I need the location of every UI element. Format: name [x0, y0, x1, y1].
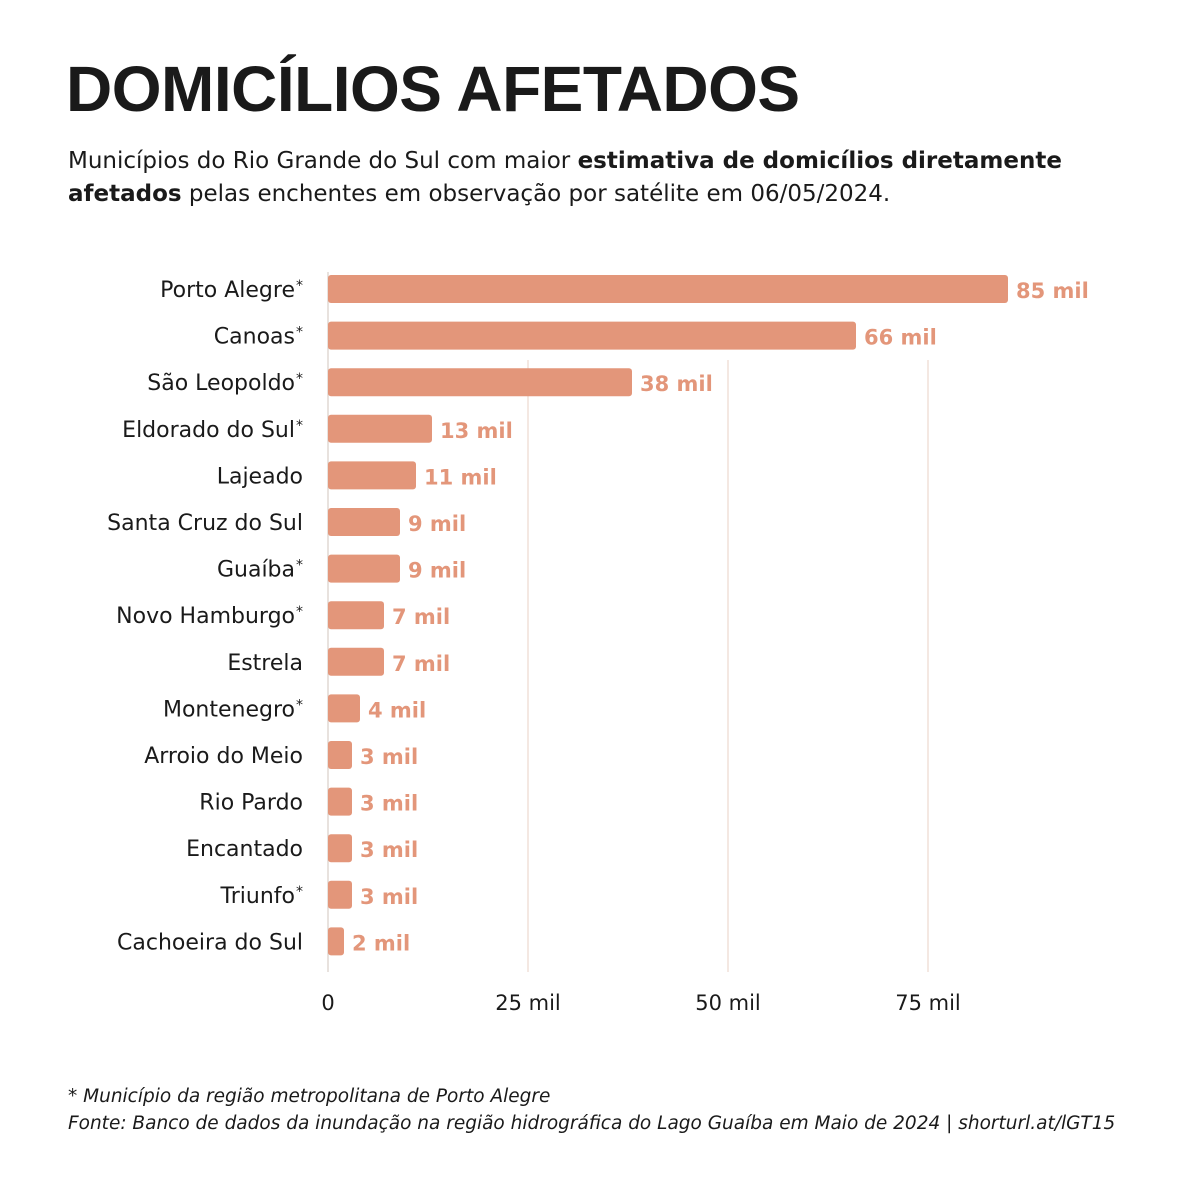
bar — [328, 414, 432, 443]
bar — [328, 647, 384, 676]
value-label: 85 mil — [1016, 279, 1089, 303]
bar — [328, 787, 352, 816]
asterisk-marker: * — [296, 278, 303, 294]
asterisk-marker: * — [296, 697, 303, 713]
bar — [328, 508, 400, 536]
x-axis-ticks: 0 25 mil 50 mil 75 mil — [321, 991, 960, 1015]
x-tick-label: 75 mil — [895, 991, 961, 1015]
bars — [328, 275, 1008, 956]
footnote-metro-note: * Município da região metropolitana de P… — [68, 1086, 551, 1107]
value-labels: 85 mil 66 mil 38 mil 13 mil 11 mil 9 mil 9 mil… — [352, 279, 1089, 955]
footnote: * Município da região metropolitana de P… — [68, 1083, 1115, 1137]
value-label: 4 mil — [368, 698, 426, 722]
bar — [328, 554, 400, 583]
category-label: Arroio do Meio — [144, 744, 303, 769]
x-tick-label: 50 mil — [695, 991, 761, 1015]
value-label: 9 mil — [408, 512, 466, 536]
category-label: Estrela — [227, 651, 303, 676]
value-label: 3 mil — [360, 885, 418, 909]
category-label: Montenegro — [163, 697, 295, 722]
value-label: 13 mil — [440, 419, 513, 443]
bar — [328, 601, 384, 630]
value-label: 7 mil — [392, 605, 450, 629]
bar — [328, 694, 360, 723]
category-label: Rio Pardo — [199, 791, 303, 816]
category-label: Novo Hamburgo — [116, 604, 295, 629]
chart-title: DOMICÍLIOS AFETADOS — [66, 53, 800, 125]
asterisk-marker: * — [296, 325, 303, 341]
category-label: Santa Cruz do Sul — [107, 511, 303, 536]
asterisk-marker: * — [296, 371, 303, 387]
value-label: 3 mil — [360, 792, 418, 816]
category-label: Encantado — [186, 837, 303, 862]
category-label: Canoas — [214, 325, 295, 350]
bar — [328, 927, 344, 956]
category-label: Eldorado do Sul — [122, 418, 295, 443]
bar — [328, 275, 1008, 303]
value-label: 2 mil — [352, 931, 410, 955]
value-label: 66 mil — [864, 326, 937, 350]
bar — [328, 461, 416, 490]
value-label: 9 mil — [408, 559, 466, 583]
value-label: 38 mil — [640, 372, 713, 396]
asterisk-marker: * — [296, 558, 303, 574]
category-labels: Porto Alegre *Canoas *São Leopoldo *Eldorad… — [107, 278, 303, 955]
value-label: 3 mil — [360, 745, 418, 769]
bar — [328, 741, 352, 769]
x-tick-label: 0 — [321, 991, 334, 1015]
subtitle-text-2: pelas enchentes em observação por satéli… — [181, 181, 891, 207]
x-tick-label: 25 mil — [495, 991, 561, 1015]
asterisk-marker: * — [296, 884, 303, 900]
asterisk-marker: * — [296, 418, 303, 434]
category-label: São Leopoldo — [147, 371, 295, 396]
bar — [328, 880, 352, 909]
subtitle-bold-text: estimativa de domicílios diretamente afe… — [68, 148, 1062, 207]
chart-subtitle: Municípios do Rio Grande do Sul com maio… — [68, 145, 1068, 211]
category-label: Triunfo — [220, 884, 295, 909]
value-label: 7 mil — [392, 652, 450, 676]
asterisk-marker: * — [296, 604, 303, 620]
category-label: Lajeado — [217, 464, 303, 489]
bar — [328, 368, 632, 397]
footnote-source: Fonte: Banco de dados da inundação na re… — [68, 1113, 1116, 1134]
category-label: Porto Alegre — [160, 278, 295, 303]
category-label: Cachoeira do Sul — [117, 930, 303, 955]
category-label: Guaíba — [217, 558, 295, 583]
value-label: 11 mil — [424, 465, 497, 489]
subtitle-text-1: Municípios do Rio Grande do Sul com maio… — [68, 148, 578, 174]
bar-chart: Porto Alegre *Canoas *São Leopoldo *Eldorad… — [107, 272, 1089, 1015]
bar — [328, 321, 856, 350]
bar — [328, 834, 352, 863]
value-label: 3 mil — [360, 838, 418, 862]
